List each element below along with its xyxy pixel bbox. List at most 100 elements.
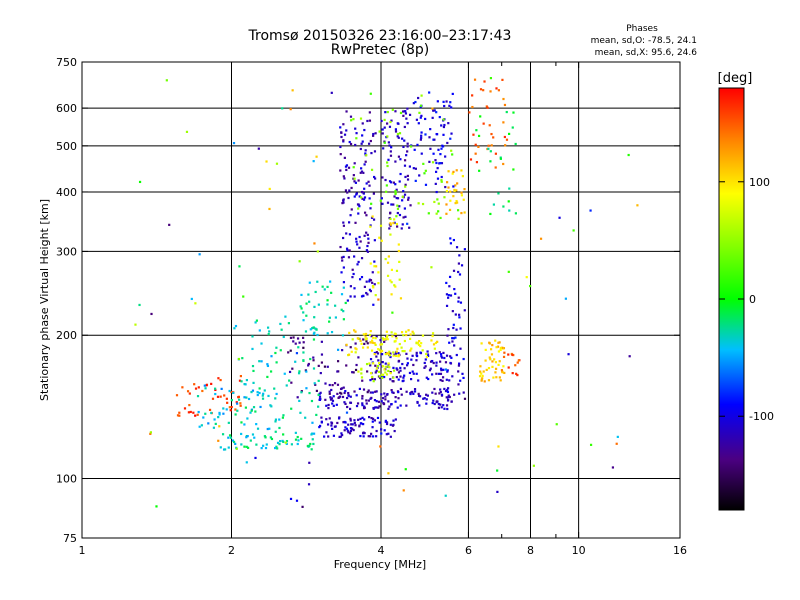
data-point bbox=[439, 216, 442, 220]
data-point bbox=[443, 104, 446, 108]
data-point bbox=[439, 162, 442, 165]
data-point bbox=[442, 133, 445, 136]
data-point bbox=[387, 432, 390, 435]
data-point bbox=[383, 368, 386, 371]
data-point bbox=[134, 323, 137, 326]
data-point bbox=[394, 400, 397, 403]
data-point bbox=[488, 124, 491, 127]
data-point bbox=[436, 177, 440, 180]
data-point bbox=[435, 361, 438, 364]
data-point bbox=[311, 438, 314, 441]
data-point bbox=[374, 132, 377, 135]
data-point bbox=[247, 397, 251, 401]
data-point bbox=[281, 107, 284, 110]
data-point bbox=[486, 106, 489, 109]
data-point bbox=[372, 303, 375, 306]
data-point bbox=[388, 350, 391, 353]
data-point bbox=[358, 246, 361, 249]
data-point bbox=[500, 369, 504, 372]
data-point bbox=[445, 203, 448, 206]
data-point bbox=[305, 370, 308, 373]
data-point bbox=[342, 224, 346, 227]
data-point bbox=[482, 370, 485, 373]
data-point bbox=[229, 436, 233, 439]
data-point bbox=[399, 172, 402, 176]
data-point bbox=[305, 302, 308, 305]
data-point bbox=[427, 377, 430, 381]
data-point bbox=[400, 346, 403, 349]
data-point bbox=[380, 119, 383, 123]
data-point bbox=[445, 378, 448, 381]
data-point bbox=[396, 122, 399, 125]
data-point bbox=[342, 386, 345, 389]
data-point bbox=[397, 391, 400, 394]
data-point bbox=[355, 132, 358, 135]
data-point bbox=[404, 110, 407, 113]
data-point bbox=[397, 371, 401, 374]
data-point bbox=[365, 182, 368, 185]
data-point bbox=[213, 387, 217, 390]
data-point bbox=[558, 216, 561, 219]
data-point bbox=[203, 384, 206, 387]
data-point bbox=[312, 326, 315, 329]
data-point bbox=[411, 370, 414, 373]
data-point bbox=[342, 140, 345, 143]
data-point bbox=[414, 179, 417, 182]
data-point bbox=[373, 265, 376, 268]
data-point bbox=[264, 436, 267, 439]
data-point bbox=[369, 139, 372, 143]
data-point bbox=[366, 391, 369, 394]
data-point bbox=[432, 399, 435, 402]
data-point bbox=[387, 352, 390, 356]
data-point bbox=[388, 227, 391, 230]
data-point bbox=[308, 391, 311, 395]
data-point bbox=[289, 336, 293, 339]
data-point bbox=[176, 414, 180, 417]
data-point bbox=[178, 411, 181, 414]
data-point bbox=[313, 242, 316, 245]
data-point bbox=[379, 376, 382, 380]
data-point bbox=[439, 390, 442, 394]
data-point bbox=[490, 144, 493, 147]
data-point bbox=[462, 376, 465, 380]
data-point bbox=[342, 175, 345, 178]
data-point bbox=[589, 443, 593, 446]
data-point bbox=[431, 107, 434, 110]
data-point bbox=[386, 392, 389, 396]
data-point bbox=[447, 170, 450, 173]
data-point bbox=[427, 354, 430, 357]
data-point bbox=[330, 291, 333, 294]
data-point bbox=[439, 388, 442, 391]
data-point bbox=[381, 176, 384, 179]
data-point bbox=[489, 212, 492, 216]
data-point bbox=[440, 406, 443, 409]
data-point bbox=[502, 162, 505, 166]
data-point bbox=[516, 373, 519, 377]
data-point bbox=[361, 402, 364, 405]
data-point bbox=[396, 135, 399, 138]
data-point bbox=[294, 360, 297, 363]
data-point bbox=[430, 266, 433, 269]
data-point bbox=[419, 105, 422, 109]
data-point bbox=[398, 205, 401, 208]
data-point bbox=[369, 397, 372, 400]
data-point bbox=[385, 184, 388, 187]
data-point bbox=[342, 266, 345, 269]
data-point bbox=[449, 237, 452, 240]
data-point bbox=[354, 351, 357, 354]
data-point bbox=[334, 304, 337, 307]
data-point bbox=[381, 365, 384, 368]
data-point bbox=[227, 436, 230, 439]
data-point bbox=[333, 382, 337, 385]
data-point bbox=[449, 242, 453, 245]
data-point bbox=[222, 407, 225, 410]
data-point bbox=[363, 128, 366, 132]
data-point bbox=[342, 310, 345, 313]
data-point bbox=[402, 489, 405, 492]
data-point bbox=[335, 403, 338, 406]
data-point bbox=[448, 285, 451, 288]
data-point bbox=[381, 128, 384, 131]
data-point bbox=[351, 338, 354, 341]
data-point bbox=[448, 275, 452, 279]
data-point bbox=[347, 423, 350, 426]
